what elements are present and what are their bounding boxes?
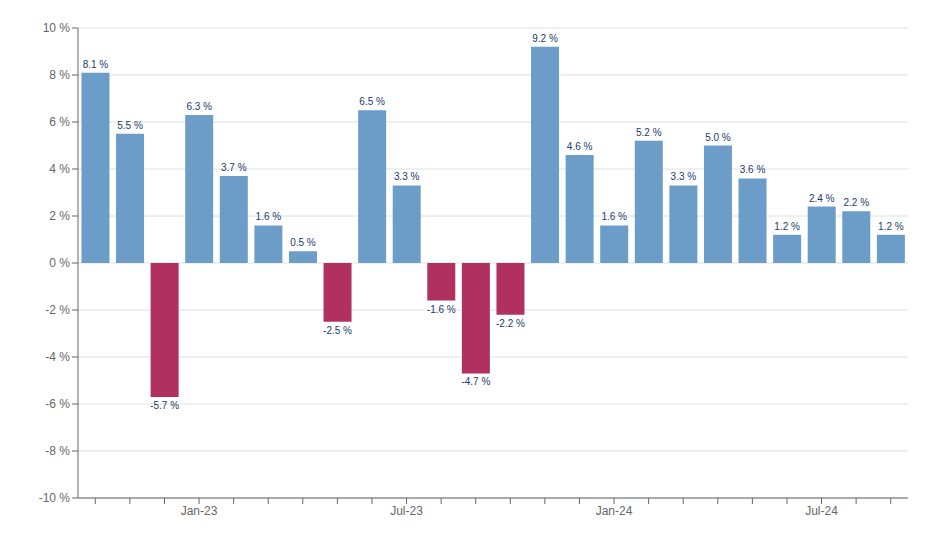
- svg-text:3.3 %: 3.3 %: [394, 171, 420, 182]
- svg-text:1.2 %: 1.2 %: [878, 221, 904, 232]
- svg-text:-2 %: -2 %: [45, 303, 70, 317]
- svg-text:0 %: 0 %: [49, 256, 70, 270]
- svg-text:6.5 %: 6.5 %: [359, 96, 385, 107]
- svg-text:6.3 %: 6.3 %: [186, 101, 212, 112]
- svg-text:4 %: 4 %: [49, 162, 70, 176]
- svg-text:8.1 %: 8.1 %: [83, 59, 109, 70]
- svg-text:2 %: 2 %: [49, 209, 70, 223]
- svg-text:2.2 %: 2.2 %: [844, 197, 870, 208]
- svg-text:4.6 %: 4.6 %: [567, 141, 593, 152]
- svg-text:3.7 %: 3.7 %: [221, 162, 247, 173]
- svg-text:-2.5 %: -2.5 %: [323, 325, 352, 336]
- svg-text:-4 %: -4 %: [45, 350, 70, 364]
- svg-text:Jul-23: Jul-23: [390, 504, 423, 518]
- svg-text:-10 %: -10 %: [39, 491, 71, 505]
- svg-text:10 %: 10 %: [43, 21, 71, 35]
- svg-text:5.0 %: 5.0 %: [705, 132, 731, 143]
- svg-text:9.2 %: 9.2 %: [532, 33, 558, 44]
- svg-text:Jan-24: Jan-24: [596, 504, 633, 518]
- svg-text:-1.6 %: -1.6 %: [427, 304, 456, 315]
- svg-text:1.6 %: 1.6 %: [256, 211, 282, 222]
- svg-text:5.2 %: 5.2 %: [636, 127, 662, 138]
- svg-text:8 %: 8 %: [49, 68, 70, 82]
- svg-text:Jul-24: Jul-24: [805, 504, 838, 518]
- svg-text:2.4 %: 2.4 %: [809, 193, 835, 204]
- svg-text:-5.7 %: -5.7 %: [150, 400, 179, 411]
- svg-text:-6 %: -6 %: [45, 397, 70, 411]
- svg-text:1.2 %: 1.2 %: [774, 221, 800, 232]
- svg-text:0.5 %: 0.5 %: [290, 237, 316, 248]
- svg-text:Jan-23: Jan-23: [181, 504, 218, 518]
- svg-text:1.6 %: 1.6 %: [601, 211, 627, 222]
- svg-text:-8 %: -8 %: [45, 444, 70, 458]
- svg-text:3.3 %: 3.3 %: [671, 171, 697, 182]
- svg-text:6 %: 6 %: [49, 115, 70, 129]
- svg-text:5.5 %: 5.5 %: [117, 120, 143, 131]
- svg-text:-2.2 %: -2.2 %: [496, 318, 525, 329]
- svg-text:3.6 %: 3.6 %: [740, 164, 766, 175]
- svg-text:-4.7 %: -4.7 %: [461, 376, 490, 387]
